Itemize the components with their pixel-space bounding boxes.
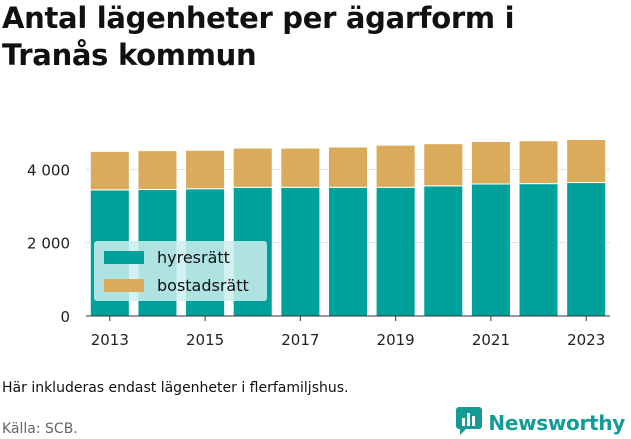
- chart-area: 0 2 000 4 000 2013 2015 2017 2019 2021 2023 hyre…: [0, 138, 631, 360]
- footnote: Här inkluderas endast lägenheter i flerf…: [2, 380, 349, 396]
- bar-segment-hyresratt-2020: [423, 185, 464, 317]
- x-tick-label: 2019: [377, 331, 415, 349]
- x-tick-label: 2013: [91, 331, 129, 349]
- bar-segment-hyresratt-2018: [327, 186, 369, 317]
- bar-segment-hyresratt-2017: [280, 186, 321, 317]
- legend-label: bostadsrätt: [157, 276, 249, 295]
- legend-swatch: [104, 251, 144, 264]
- bar-segment-hyresratt-2023: [566, 182, 607, 317]
- bar-segment-bostadsratt-2021: [470, 140, 511, 185]
- bar-segment-bostadsratt-2013: [89, 150, 130, 191]
- source-note: Källa: SCB.: [2, 421, 78, 437]
- brand-name: Newsworthy: [488, 411, 625, 435]
- chart-title-line-1: Antal lägenheter per ägarform i: [2, 1, 515, 35]
- stacked-bar-chart: 0 2 000 4 000 2013 2015 2017 2019 2021 2023 hyre…: [27, 138, 610, 349]
- y-tick-label: 0: [60, 308, 70, 326]
- chart-title-line-2: Tranås kommun: [2, 38, 257, 72]
- bar-segment-hyresratt-2022: [518, 183, 559, 317]
- legend-swatch: [104, 279, 144, 292]
- bar-segment-bostadsratt-2015: [185, 149, 226, 190]
- bar-segment-hyresratt-2019: [375, 186, 416, 317]
- bar-chart-speech-bubble-icon: [456, 407, 483, 439]
- x-tick-label: 2021: [472, 331, 510, 349]
- bar-segment-bostadsratt-2016: [232, 147, 273, 188]
- bar-segment-bostadsratt-2022: [518, 140, 559, 185]
- y-tick-label: 4 000: [27, 161, 70, 179]
- bar-segment-bostadsratt-2020: [423, 143, 464, 187]
- bar-segment-bostadsratt-2018: [327, 146, 369, 188]
- axis-layer: 0 2 000 4 000 2013 2015 2017 2019 2021 2023: [27, 161, 610, 349]
- bar-segment-bostadsratt-2023: [566, 138, 607, 184]
- x-tick-label: 2023: [567, 331, 605, 349]
- brand-logo: Newsworthy: [456, 407, 625, 439]
- y-tick-label: 2 000: [27, 235, 70, 253]
- bar-segment-bostadsratt-2019: [375, 144, 416, 188]
- legend-label: hyresrätt: [157, 248, 230, 267]
- bar-segment-hyresratt-2021: [470, 183, 511, 317]
- bar-segment-bostadsratt-2014: [137, 150, 178, 190]
- legend: hyresrätt bostadsrätt: [94, 241, 267, 301]
- x-tick-label: 2017: [281, 331, 319, 349]
- chart-title: Antal lägenheter per ägarform i Tranås k…: [2, 0, 627, 74]
- bar-segment-bostadsratt-2017: [280, 147, 321, 188]
- x-tick-label: 2015: [186, 331, 224, 349]
